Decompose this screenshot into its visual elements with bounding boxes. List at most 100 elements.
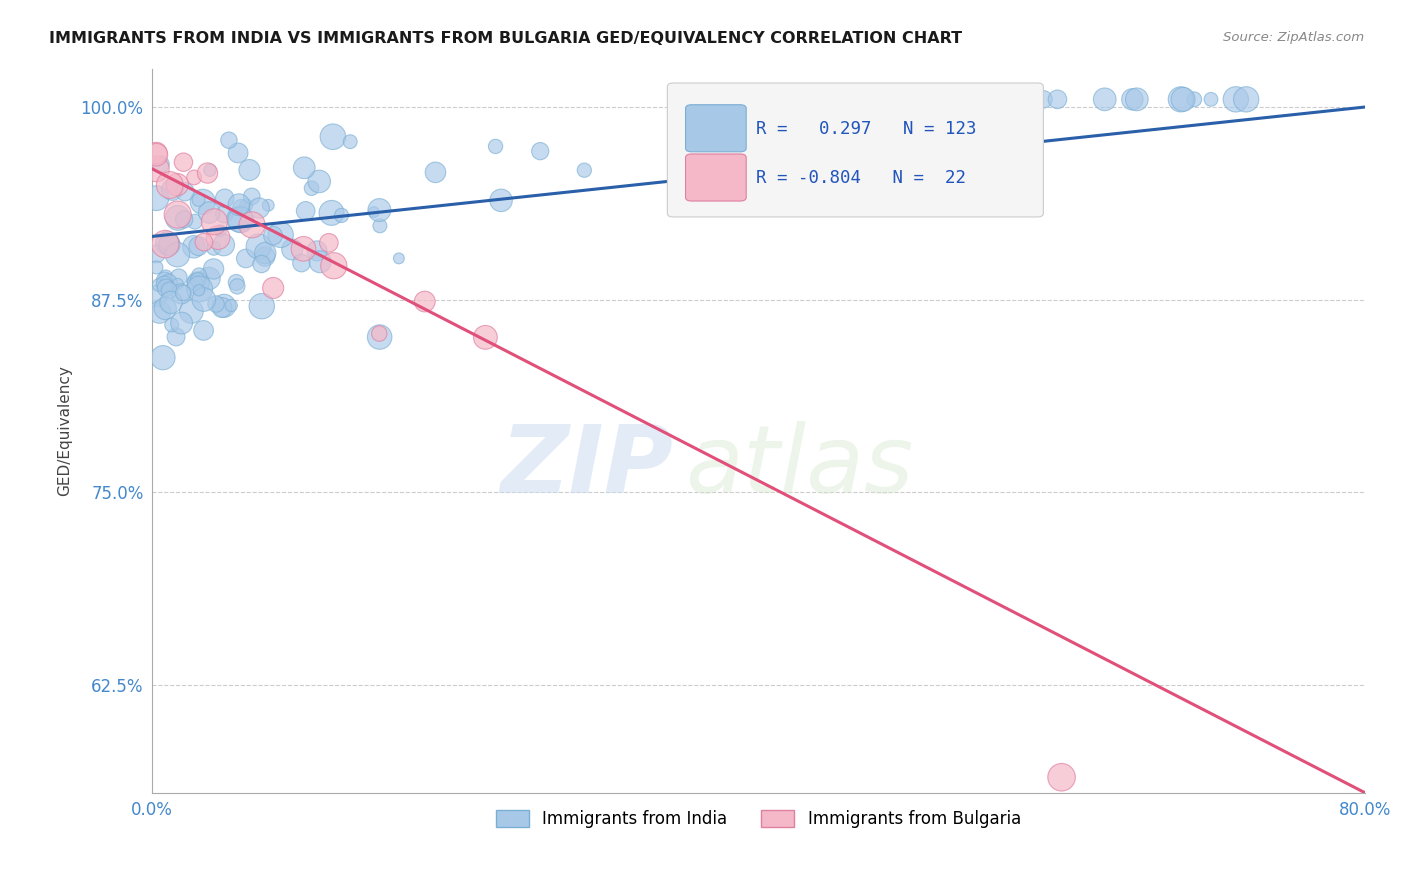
Point [153, 277, 176, 291]
Point [155, 281, 177, 295]
Point [180, 304, 202, 318]
Point [290, 256, 312, 270]
Point [308, 174, 330, 188]
Point [172, 155, 194, 169]
Point [908, 92, 931, 106]
Point [318, 235, 340, 250]
Point [226, 279, 249, 293]
Point [145, 147, 167, 161]
Point [166, 178, 188, 192]
Point [1094, 92, 1116, 106]
Point [484, 139, 506, 153]
Point [763, 158, 786, 172]
Point [413, 294, 436, 309]
Point [262, 281, 284, 295]
Point [1170, 92, 1192, 106]
Point [294, 203, 316, 218]
Point [368, 203, 391, 218]
Point [187, 193, 209, 207]
Point [165, 330, 187, 344]
Point [187, 273, 209, 287]
Point [191, 194, 214, 209]
Point [235, 252, 257, 266]
Point [686, 129, 709, 144]
Point [155, 301, 177, 316]
Point [1171, 92, 1194, 106]
FancyBboxPatch shape [686, 104, 747, 152]
Point [193, 293, 215, 307]
Point [735, 92, 758, 106]
Point [1225, 92, 1247, 106]
Point [1121, 92, 1143, 106]
Point [155, 269, 177, 284]
Text: IMMIGRANTS FROM INDIA VS IMMIGRANTS FROM BULGARIA GED/EQUIVALENCY CORRELATION CH: IMMIGRANTS FROM INDIA VS IMMIGRANTS FROM… [49, 31, 962, 46]
Point [763, 92, 786, 106]
Text: R =   0.297   N = 123: R = 0.297 N = 123 [756, 120, 976, 137]
Point [1032, 92, 1054, 106]
Point [198, 271, 221, 285]
Point [388, 252, 411, 266]
Point [166, 247, 188, 261]
Point [339, 135, 361, 149]
Point [834, 95, 856, 109]
Point [167, 270, 190, 285]
Point [160, 295, 183, 310]
Point [145, 289, 167, 303]
Point [173, 185, 195, 199]
Point [193, 323, 215, 337]
Point [1199, 92, 1222, 106]
Point [207, 230, 229, 244]
Point [240, 189, 263, 203]
Point [292, 242, 315, 256]
Point [183, 170, 205, 185]
Point [882, 92, 904, 106]
Point [1234, 92, 1257, 106]
Point [211, 301, 233, 315]
Point [198, 205, 221, 219]
Point [322, 259, 344, 273]
Point [425, 165, 447, 179]
Point [160, 318, 183, 332]
Point [145, 191, 167, 205]
Point [188, 268, 211, 283]
Point [226, 145, 249, 160]
Point [157, 237, 180, 252]
Point [202, 215, 225, 229]
Point [235, 198, 257, 212]
Point [212, 207, 235, 221]
Point [250, 257, 273, 271]
Point [257, 198, 280, 212]
Point [159, 178, 181, 192]
Point [162, 183, 184, 197]
Point [368, 219, 391, 233]
Point [188, 282, 211, 296]
Point [166, 211, 188, 225]
Point [228, 212, 250, 227]
Point [218, 133, 240, 147]
Legend: Immigrants from India, Immigrants from Bulgaria: Immigrants from India, Immigrants from B… [489, 804, 1028, 835]
Point [170, 286, 193, 301]
Point [948, 99, 970, 113]
Point [184, 215, 207, 229]
Point [761, 143, 783, 157]
Point [281, 243, 304, 257]
Point [145, 146, 167, 161]
Point [1126, 92, 1149, 106]
Y-axis label: GED/Equivalency: GED/Equivalency [58, 365, 72, 496]
Point [972, 92, 994, 106]
Text: atlas: atlas [686, 421, 914, 512]
Point [228, 197, 250, 211]
Point [368, 326, 391, 341]
Point [202, 261, 225, 276]
Point [1182, 92, 1205, 106]
Point [212, 238, 235, 252]
Point [363, 205, 385, 219]
FancyBboxPatch shape [686, 154, 747, 201]
Point [247, 201, 270, 215]
Point [904, 92, 927, 106]
Point [150, 157, 173, 171]
Point [145, 247, 167, 261]
Point [219, 299, 242, 313]
Text: R = -0.804   N =  22: R = -0.804 N = 22 [756, 169, 966, 186]
Point [368, 330, 391, 344]
